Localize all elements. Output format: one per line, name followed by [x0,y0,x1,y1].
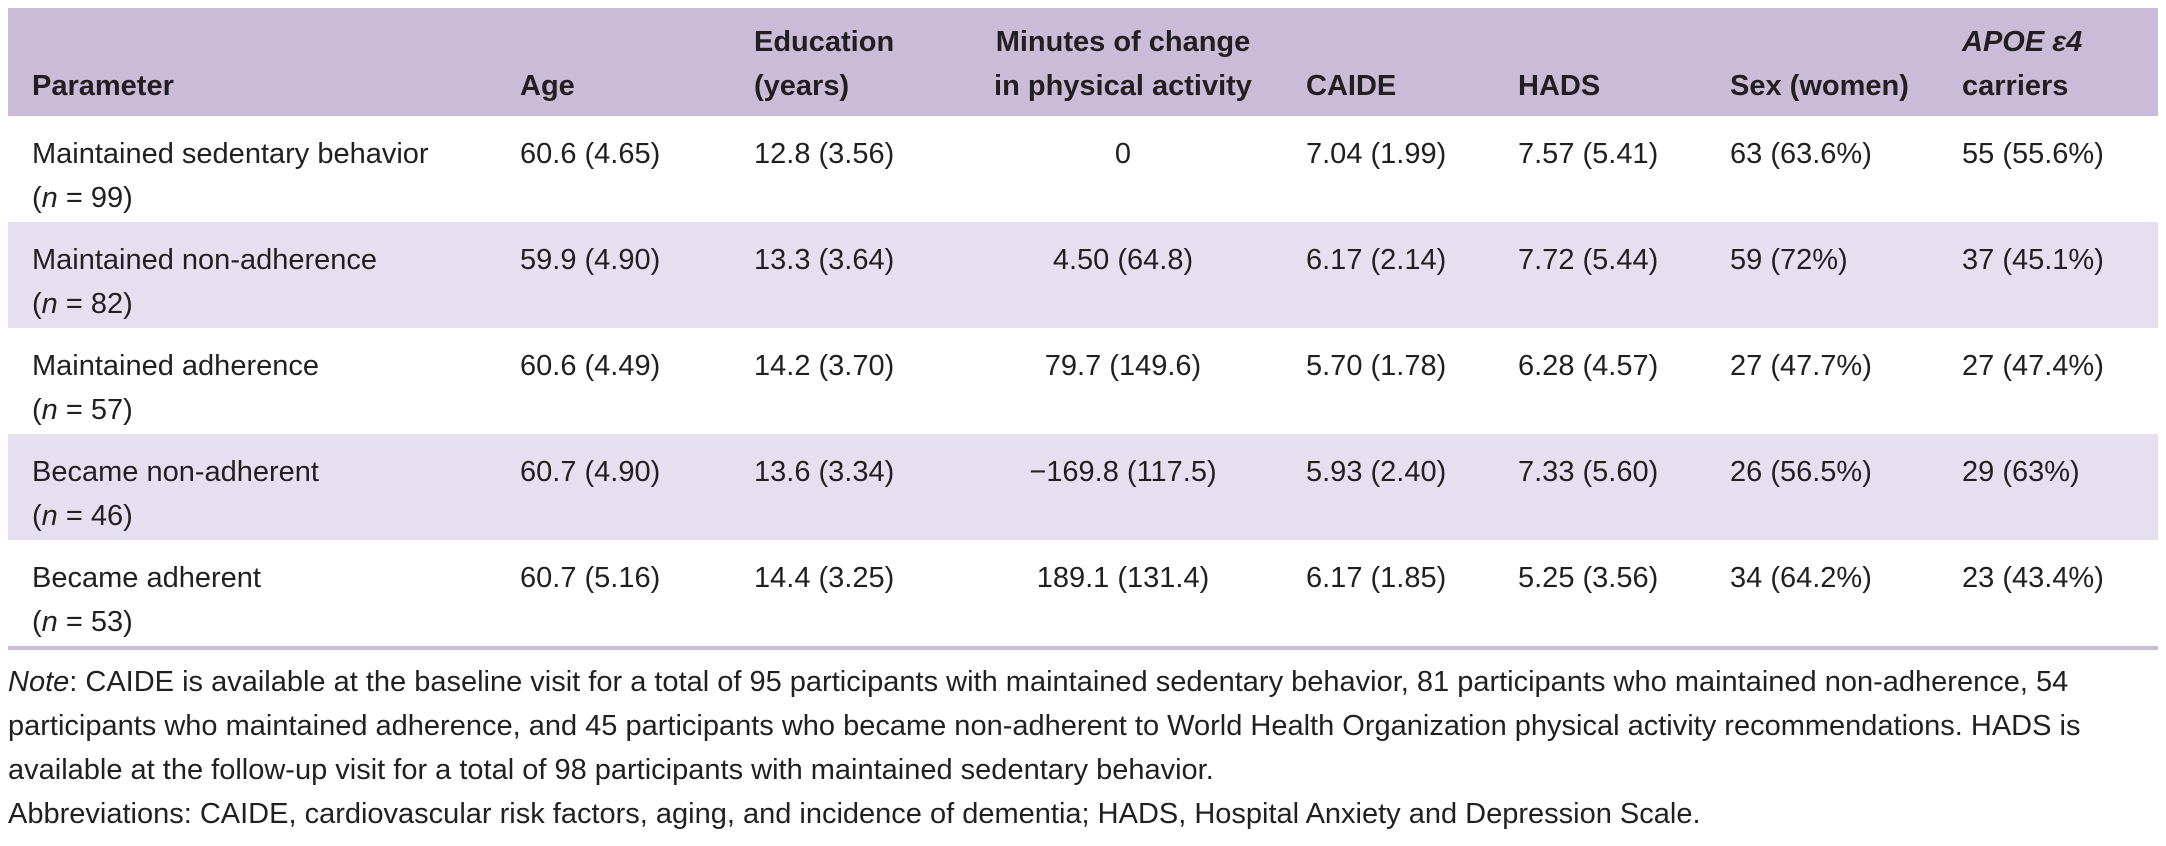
row-n: (n = 82) [32,288,133,320]
cell-sex: 63 (63.6%) [1730,138,1872,170]
header-education-line2: (years) [754,70,850,102]
cell-education: 12.8 (3.56) [754,138,895,170]
cell-hads: 7.72 (5.44) [1518,244,1659,276]
row-label-cell: Became non-adherent (n = 46) [8,434,496,540]
header-apoe-line2: carriers [1962,70,2069,102]
data-table: Parameter Age Education (years) Minutes o… [8,8,2158,646]
row-label: Maintained non-adherence [32,244,378,276]
footnote-note: Note: CAIDE is available at the baseline… [8,660,2158,792]
footnote-note-text: : CAIDE is available at the baseline vis… [8,666,2081,786]
table-body: Maintained sedentary behavior (n = 99) 60… [8,116,2158,646]
row-n-symbol: n [41,500,58,532]
cell-apoe: 27 (47.4%) [1962,350,2104,382]
row-n: (n = 46) [32,500,133,532]
cell-apoe: 29 (63%) [1962,456,2080,488]
row-n-value: = 82) [57,288,133,320]
header-education-line1: Education [754,26,895,58]
row-n-symbol: n [41,394,58,426]
row-n-symbol: n [41,182,58,214]
header-sex: Sex (women) [1730,70,1909,102]
cell-education: 14.4 (3.25) [754,562,895,594]
cell-caide: 6.17 (1.85) [1306,562,1447,594]
header-parameter: Parameter [32,70,174,102]
header-minutes-line1: Minutes of change [995,26,1251,58]
row-label-cell: Maintained adherence (n = 57) [8,328,496,434]
table-row: Maintained adherence (n = 57) 60.6 (4.49)… [8,328,2158,434]
header-row: Parameter Age Education (years) Minutes o… [8,8,2158,116]
header-age: Age [520,70,575,102]
cell-minutes: 189.1 (131.4) [1036,562,1210,594]
row-label: Maintained sedentary behavior [32,138,429,170]
row-n: (n = 57) [32,394,133,426]
cell-hads: 7.57 (5.41) [1518,138,1659,170]
cell-apoe: 23 (43.4%) [1962,562,2104,594]
table-header: Parameter Age Education (years) Minutes o… [8,8,2158,116]
row-label: Became non-adherent [32,456,319,488]
cell-sex: 26 (56.5%) [1730,456,1872,488]
row-n-symbol: n [41,606,58,638]
table-row: Became non-adherent (n = 46) 60.7 (4.90) … [8,434,2158,540]
cell-apoe: 55 (55.6%) [1962,138,2104,170]
header-apoe-italic: APOE ε4 [1962,26,2083,58]
footnote-abbreviations: Abbreviations: CAIDE, cardiovascular ris… [8,798,1701,830]
cell-age: 60.6 (4.49) [520,350,661,382]
table-footnote: Note: CAIDE is available at the baseline… [8,660,2158,836]
cell-caide: 5.70 (1.78) [1306,350,1447,382]
cell-age: 59.9 (4.90) [520,244,661,276]
cell-minutes: 0 [1114,138,1132,170]
cell-sex: 34 (64.2%) [1730,562,1872,594]
row-label-cell: Maintained non-adherence (n = 82) [8,222,496,328]
cell-hads: 7.33 (5.60) [1518,456,1659,488]
footnote-note-label: Note [8,666,70,698]
row-n-value: = 57) [57,394,133,426]
row-n-value: = 99) [57,182,133,214]
cell-sex: 59 (72%) [1730,244,1848,276]
cell-hads: 6.28 (4.57) [1518,350,1659,382]
cell-minutes: 4.50 (64.8) [1052,244,1194,276]
row-n-symbol: n [41,288,58,320]
cell-age: 60.7 (5.16) [520,562,661,594]
row-n: (n = 53) [32,606,133,638]
cell-age: 60.6 (4.65) [520,138,661,170]
row-label: Became adherent [32,562,261,594]
cell-caide: 7.04 (1.99) [1306,138,1447,170]
row-label-cell: Maintained sedentary behavior (n = 99) [8,116,496,222]
header-education: Education (years) [730,8,964,116]
row-label: Maintained adherence [32,350,319,382]
table-bottom-rule [8,646,2158,650]
cell-caide: 5.93 (2.40) [1306,456,1447,488]
header-caide: CAIDE [1306,70,1397,102]
cell-apoe: 37 (45.1%) [1962,244,2104,276]
header-minutes: Minutes of change in physical activity [964,8,1282,116]
cell-sex: 27 (47.7%) [1730,350,1872,382]
cell-hads: 5.25 (3.56) [1518,562,1659,594]
cell-education: 14.2 (3.70) [754,350,895,382]
table-row: Maintained non-adherence (n = 82) 59.9 (4… [8,222,2158,328]
cell-education: 13.3 (3.64) [754,244,895,276]
row-n-value: = 46) [57,500,133,532]
cell-minutes: 79.7 (149.6) [1044,350,1202,382]
table-row: Maintained sedentary behavior (n = 99) 60… [8,116,2158,222]
cell-caide: 6.17 (2.14) [1306,244,1447,276]
table-container: Parameter Age Education (years) Minutes o… [8,8,2158,836]
row-label-cell: Became adherent (n = 53) [8,540,496,646]
header-hads: HADS [1518,70,1601,102]
header-minutes-line2: in physical activity [994,70,1252,102]
row-n-value: = 53) [57,606,133,638]
cell-minutes: −169.8 (117.5) [1029,456,1217,488]
cell-education: 13.6 (3.34) [754,456,895,488]
header-apoe: APOE ε4 carriers [1938,8,2158,116]
row-n: (n = 99) [32,182,133,214]
cell-age: 60.7 (4.90) [520,456,661,488]
table-row: Became adherent (n = 53) 60.7 (5.16) 14.4… [8,540,2158,646]
